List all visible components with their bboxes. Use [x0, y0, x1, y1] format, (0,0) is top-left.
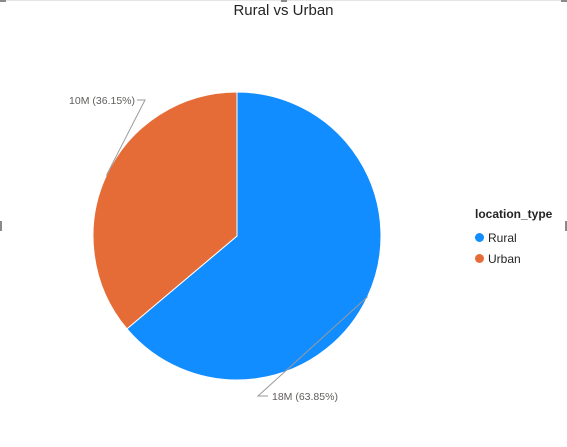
chart-title: Rural vs Urban — [233, 2, 334, 19]
data-label-rural: 18M (63.85%) — [272, 391, 338, 403]
resize-handle-top[interactable] — [281, 0, 287, 2]
leader-line-rural — [256, 296, 368, 397]
legend-marker-urban — [475, 254, 484, 263]
legend-marker-rural — [475, 233, 484, 242]
resize-handle-top-right[interactable] — [561, 0, 567, 2]
resize-handle-left[interactable] — [0, 221, 2, 231]
legend: location_type Rural Urban — [475, 207, 552, 269]
legend-title: location_type — [475, 207, 553, 221]
data-label-urban: 10M (36.15%) — [69, 95, 135, 107]
legend-label-urban: Urban — [488, 251, 521, 266]
resize-handle-right[interactable] — [565, 221, 567, 231]
leader-line-urban — [105, 99, 146, 176]
legend-item-urban[interactable]: Urban — [475, 248, 552, 269]
resize-handle-top-left[interactable] — [0, 0, 6, 2]
legend-item-rural[interactable]: Rural — [475, 227, 552, 248]
legend-label-rural: Rural — [488, 230, 517, 245]
